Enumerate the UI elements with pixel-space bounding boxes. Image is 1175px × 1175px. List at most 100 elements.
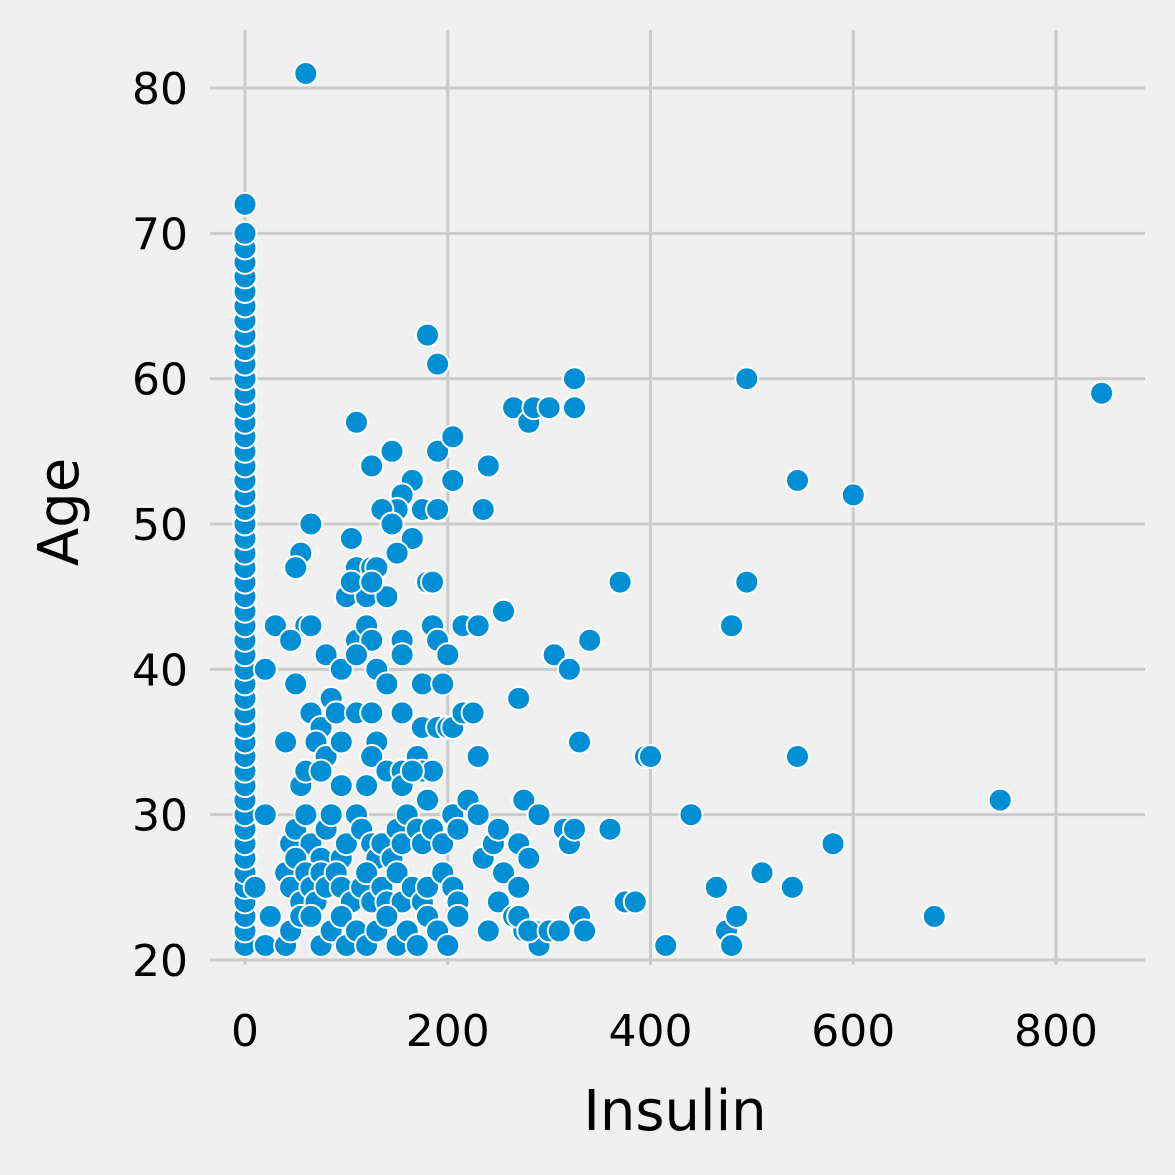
data-point bbox=[232, 191, 258, 217]
data-point bbox=[384, 860, 410, 886]
data-point bbox=[820, 831, 846, 857]
data-point bbox=[597, 816, 623, 842]
data-point bbox=[1089, 380, 1115, 406]
data-point bbox=[318, 802, 344, 828]
data-point bbox=[577, 627, 603, 653]
y-tick-label: 30 bbox=[132, 791, 188, 842]
data-point bbox=[475, 918, 501, 944]
data-point bbox=[734, 366, 760, 392]
data-point bbox=[485, 816, 511, 842]
data-point bbox=[430, 671, 456, 697]
data-point bbox=[470, 497, 496, 522]
data-point bbox=[516, 845, 542, 871]
data-point bbox=[678, 802, 704, 828]
data-point bbox=[567, 729, 592, 755]
data-point bbox=[460, 700, 486, 726]
data-point bbox=[404, 933, 430, 958]
data-point bbox=[283, 555, 309, 581]
data-point bbox=[724, 903, 750, 929]
data-point bbox=[232, 220, 258, 246]
data-point bbox=[425, 438, 451, 464]
y-tick-label: 80 bbox=[132, 64, 188, 115]
data-point bbox=[359, 700, 385, 726]
data-point bbox=[399, 758, 425, 784]
data-point bbox=[425, 497, 451, 522]
grid-lines bbox=[210, 30, 1145, 965]
data-point bbox=[389, 700, 415, 726]
data-point bbox=[546, 918, 572, 944]
data-point bbox=[526, 802, 552, 828]
data-point bbox=[491, 598, 516, 624]
data-point bbox=[252, 656, 278, 682]
data-point bbox=[445, 903, 471, 929]
y-tick-label: 50 bbox=[132, 500, 188, 551]
data-point bbox=[333, 831, 359, 857]
data-point bbox=[283, 671, 309, 697]
data-point bbox=[987, 787, 1013, 813]
data-point bbox=[719, 933, 745, 958]
data-point bbox=[607, 569, 633, 595]
data-point bbox=[749, 860, 775, 886]
data-point bbox=[465, 613, 491, 639]
data-point bbox=[344, 642, 369, 668]
data-point bbox=[379, 511, 405, 537]
data-point bbox=[638, 744, 663, 769]
data-point bbox=[506, 685, 532, 711]
y-tick-labels: 20 30 40 50 60 70 80 bbox=[132, 64, 188, 987]
data-point bbox=[734, 569, 760, 595]
data-point bbox=[379, 438, 405, 464]
data-point bbox=[622, 889, 648, 915]
data-point bbox=[313, 642, 339, 668]
x-tick-label: 400 bbox=[609, 1006, 693, 1057]
data-point bbox=[840, 482, 866, 508]
data-point bbox=[541, 642, 567, 668]
data-point bbox=[506, 874, 532, 900]
data-point bbox=[572, 918, 598, 944]
data-point bbox=[359, 453, 385, 479]
data-point bbox=[465, 744, 491, 769]
data-point bbox=[374, 584, 400, 610]
data-point bbox=[562, 395, 587, 421]
x-tick-label: 600 bbox=[811, 1006, 895, 1057]
data-point bbox=[328, 656, 354, 682]
data-point bbox=[242, 874, 268, 900]
data-point bbox=[435, 642, 461, 668]
data-point bbox=[273, 729, 299, 755]
data-point bbox=[262, 613, 288, 639]
data-point bbox=[465, 802, 491, 828]
data-point bbox=[475, 453, 501, 479]
data-point bbox=[556, 656, 582, 682]
data-point bbox=[719, 613, 745, 639]
data-point bbox=[359, 744, 385, 769]
x-tick-labels: 0 200 400 600 800 bbox=[231, 1006, 1098, 1057]
data-point bbox=[328, 773, 354, 799]
data-point bbox=[298, 613, 324, 639]
data-point bbox=[415, 787, 440, 813]
data-point bbox=[252, 802, 278, 828]
y-axis-label: Age bbox=[27, 458, 92, 566]
data-point bbox=[435, 933, 461, 958]
data-point bbox=[703, 874, 729, 900]
data-point bbox=[415, 874, 440, 900]
data-point bbox=[359, 627, 385, 653]
data-point bbox=[384, 540, 410, 566]
data-point bbox=[328, 729, 354, 755]
data-point bbox=[354, 860, 380, 886]
data-point bbox=[536, 395, 562, 421]
data-point bbox=[298, 511, 324, 537]
data-point bbox=[257, 903, 283, 929]
x-tick-label: 0 bbox=[231, 1006, 259, 1057]
y-tick-label: 40 bbox=[132, 645, 188, 696]
data-point bbox=[440, 467, 466, 493]
data-point bbox=[485, 889, 511, 915]
y-tick-label: 70 bbox=[132, 209, 188, 260]
data-point bbox=[354, 773, 380, 799]
data-point bbox=[374, 671, 400, 697]
data-point bbox=[785, 744, 810, 769]
data-point bbox=[653, 933, 679, 958]
data-point bbox=[440, 424, 466, 450]
data-point bbox=[921, 903, 947, 929]
data-point bbox=[293, 61, 319, 86]
